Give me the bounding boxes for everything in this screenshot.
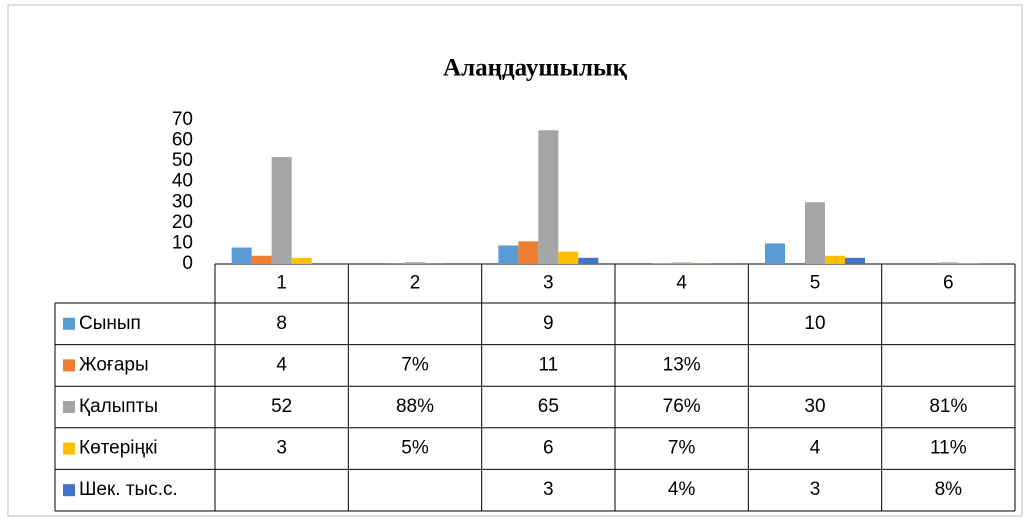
data-label: 7% (668, 438, 696, 459)
data-label: 7% (401, 354, 429, 375)
legend-label: Шек. тыс.с. (79, 479, 178, 500)
data-label: 4 (810, 438, 821, 459)
data-label: 13% (663, 354, 701, 375)
data-label: 52 (271, 396, 292, 417)
x-tick-label: 4 (676, 273, 687, 294)
legend-label: Жоғары (79, 354, 149, 375)
bar (498, 245, 519, 264)
x-tick-label: 6 (943, 273, 954, 294)
bar (578, 257, 599, 264)
bar (231, 247, 252, 264)
x-tick-label: 1 (276, 273, 287, 294)
data-label: 11 (538, 354, 558, 375)
bar (938, 262, 959, 264)
x-tick-label: 5 (810, 273, 821, 294)
bar (518, 241, 539, 264)
y-tick-label: 0 (182, 253, 193, 274)
y-tick-label: 10 (172, 232, 193, 253)
y-tick-label: 60 (172, 130, 193, 151)
bar (405, 262, 425, 264)
legend-swatch (63, 359, 75, 372)
legend-label: Қалыпты (79, 396, 158, 417)
legend-swatch (63, 442, 75, 455)
data-label: 3 (276, 438, 287, 459)
data-label: 8% (935, 479, 963, 500)
data-label: 65 (538, 396, 559, 417)
data-label: 4% (668, 479, 696, 500)
data-label: 9 (543, 313, 554, 334)
bar (845, 257, 865, 264)
y-tick-label: 50 (172, 150, 193, 171)
bar (765, 243, 785, 264)
legend-swatch (63, 317, 75, 330)
bar (825, 255, 845, 264)
bar (271, 157, 292, 264)
data-label: 88% (396, 396, 434, 417)
y-tick-label: 70 (172, 109, 193, 130)
bar (805, 202, 825, 264)
legend-label: Сынып (79, 313, 141, 334)
legend-swatch (63, 484, 75, 497)
data-label: 6 (543, 438, 554, 459)
data-label: 3 (543, 479, 554, 500)
data-label: 30 (804, 396, 825, 417)
y-tick-label: 20 (172, 212, 193, 233)
bar (538, 130, 559, 264)
data-label: 11% (930, 438, 967, 459)
data-label: 10 (804, 313, 825, 334)
y-tick-label: 40 (172, 171, 193, 192)
data-label: 3 (810, 479, 821, 500)
chart-title: Алаңдаушылық (443, 55, 628, 82)
bar (558, 251, 579, 264)
x-tick-label: 3 (543, 273, 554, 294)
bar (291, 257, 312, 264)
bar (251, 255, 272, 264)
x-tick-label: 2 (410, 273, 421, 294)
legend-label: Көтеріңкі (79, 438, 158, 459)
data-label: 4 (276, 354, 287, 375)
data-label: 8 (276, 313, 287, 334)
data-label: 76% (663, 396, 701, 417)
data-label: 5% (401, 438, 429, 459)
legend-swatch (63, 401, 75, 413)
bar (671, 262, 692, 264)
data-label: 81% (929, 396, 967, 417)
y-tick-label: 30 (172, 191, 193, 212)
